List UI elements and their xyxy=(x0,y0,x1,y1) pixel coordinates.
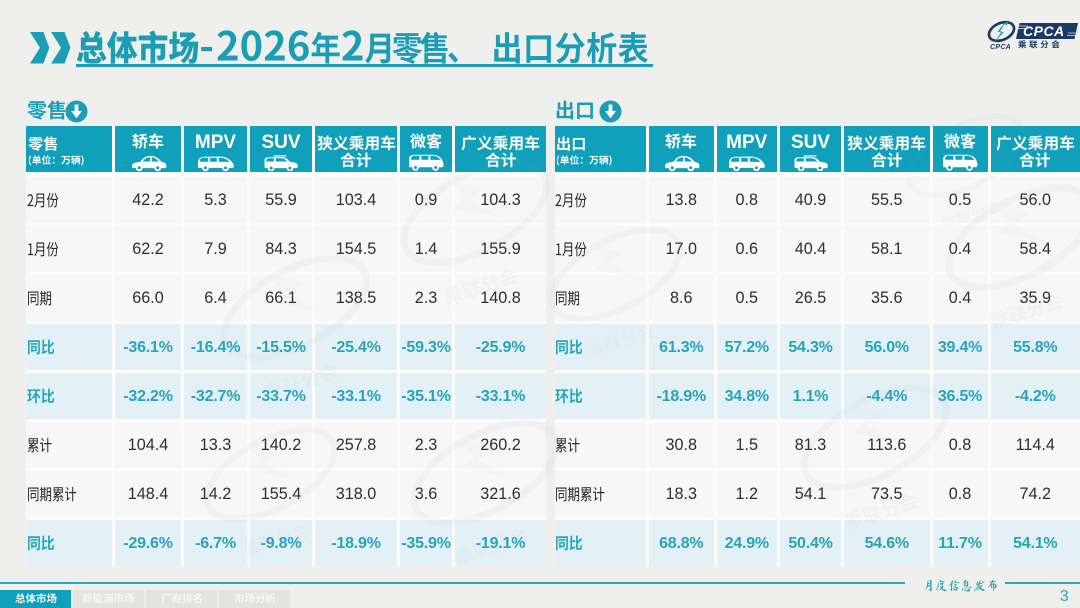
svg-text:CPCA: CPCA xyxy=(990,44,1011,51)
svg-text:CPCA: CPCA xyxy=(1023,23,1065,39)
